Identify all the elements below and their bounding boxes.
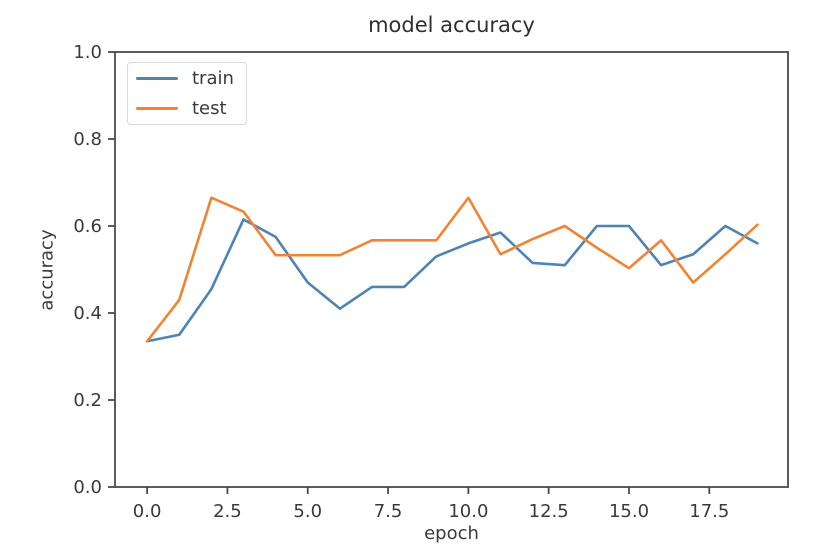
x-tick-label: 12.5 xyxy=(529,501,569,522)
y-tick-label: 0.4 xyxy=(73,303,102,324)
y-tick-label: 0.0 xyxy=(73,477,102,498)
x-axis-label: epoch xyxy=(424,523,479,544)
y-tick-label: 0.2 xyxy=(73,390,102,411)
x-tick-label: 7.5 xyxy=(374,501,403,522)
x-tick-label: 0.0 xyxy=(133,501,162,522)
x-tick-label: 2.5 xyxy=(213,501,242,522)
x-tick-label: 15.0 xyxy=(609,501,649,522)
chart-title: model accuracy xyxy=(368,13,535,37)
x-tick-label: 17.5 xyxy=(689,501,729,522)
test-line xyxy=(145,196,759,343)
y-tick-label: 0.6 xyxy=(73,216,102,237)
y-tick-label: 0.8 xyxy=(73,129,102,150)
train-line xyxy=(145,218,759,343)
train-line-swatch xyxy=(136,76,178,81)
x-tick-label: 5.0 xyxy=(293,501,322,522)
plot-frame xyxy=(114,51,789,488)
test-line-swatch xyxy=(136,106,178,111)
legend-item-test: test xyxy=(136,99,246,118)
y-tick-label: 1.0 xyxy=(73,42,102,63)
legend-item-train: train xyxy=(136,69,246,88)
x-tick-label: 10.0 xyxy=(448,501,488,522)
legend-label-train: train xyxy=(192,68,234,89)
legend-label-test: test xyxy=(192,98,227,119)
legend: train test xyxy=(127,62,247,125)
